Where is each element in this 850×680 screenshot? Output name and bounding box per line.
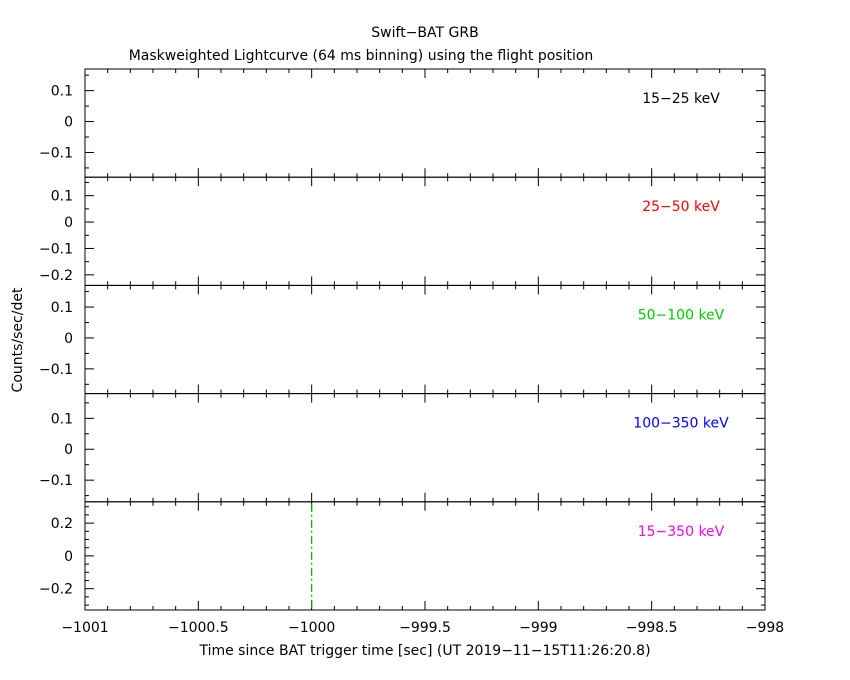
band-label: 25−50 keV: [642, 199, 720, 215]
y-axis-label: Counts/sec/det: [10, 287, 26, 392]
x-axis-label: Time since BAT trigger time [sec] (UT 20…: [198, 643, 650, 659]
y-tick-label: 0.1: [51, 84, 73, 100]
y-tick-label: 0.1: [51, 300, 73, 316]
band-label: 100−350 keV: [633, 416, 729, 432]
y-tick-label: 0.1: [51, 189, 73, 205]
x-tick-label: −999.5: [399, 620, 451, 636]
y-tick-label: 0: [64, 331, 73, 347]
x-tick-label: −1001: [61, 620, 108, 636]
panel-frame: [84, 176, 766, 286]
y-tick-label: 0.2: [51, 516, 73, 532]
panels-group: 0.1 0 −0.1 15−25 keV 0.1 0 −0.1 −0.2 25−50 keV 0.…: [39, 68, 784, 636]
x-tick-label: −998: [746, 620, 784, 636]
band-label: 15−25 keV: [642, 91, 720, 107]
x-tick-label: −998.5: [626, 620, 678, 636]
y-tick-label: 0: [64, 442, 73, 458]
panel-frame: [84, 68, 766, 178]
y-tick-label: −0.2: [39, 582, 73, 598]
y-tick-label: 0: [64, 549, 73, 565]
panel-frame: [84, 501, 766, 611]
band-label: 50−100 keV: [638, 307, 725, 323]
chart-title: Swift−BAT GRB: [371, 25, 478, 41]
x-tick-label: −1000.5: [168, 620, 229, 636]
y-tick-label: −0.1: [39, 241, 73, 257]
x-tick-label: −1000: [288, 620, 335, 636]
y-tick-label: 0.1: [51, 411, 73, 427]
chart-subtitle: Maskweighted Lightcurve (64 ms binning) …: [129, 48, 594, 64]
y-tick-label: −0.2: [39, 268, 73, 284]
band-label: 15−350 keV: [638, 524, 725, 540]
panel-frame: [84, 393, 766, 503]
y-tick-label: 0: [64, 215, 73, 231]
y-tick-label: 0: [64, 115, 73, 131]
y-tick-label: −0.1: [39, 145, 73, 161]
x-tick-label: −999: [519, 620, 557, 636]
y-tick-label: −0.1: [39, 362, 73, 378]
panel-frame: [84, 284, 766, 395]
y-tick-label: −0.1: [39, 473, 73, 489]
